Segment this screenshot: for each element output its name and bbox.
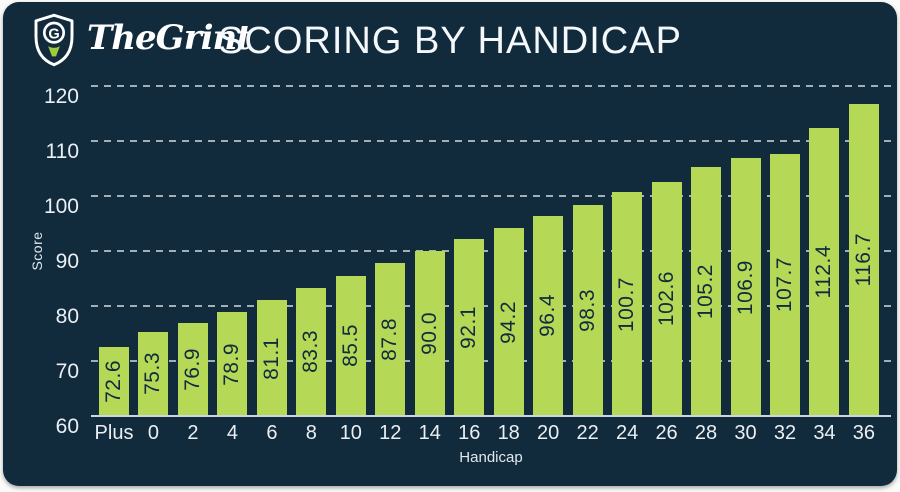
bar-16: 92.1 <box>454 239 485 416</box>
y-tick-60: 60 <box>55 415 79 438</box>
x-tick-12: 12 <box>379 422 402 444</box>
bar-series: 72.6 75.3 76.9 78.9 81.1 83.3 85.5 87.8 90.0 92.1… <box>99 86 879 416</box>
bar-0: 75.3 <box>138 331 169 416</box>
bar-12: 87.8 <box>375 263 406 416</box>
bar-value-label: 72.6 <box>102 359 125 403</box>
bar-value-label: 107.7 <box>772 257 796 313</box>
bar-value-label: 100.7 <box>615 276 639 332</box>
y-tick-80: 80 <box>55 305 79 329</box>
bar-6: 81.1 <box>256 299 287 416</box>
bar-36: 116.7 <box>848 104 879 416</box>
bar-value-label: 102.6 <box>654 271 678 327</box>
bar-8: 83.3 <box>296 287 327 416</box>
svg-text:G: G <box>48 26 59 42</box>
x-tick-6: 6 <box>266 422 278 444</box>
x-tick-28: 28 <box>694 422 718 444</box>
bar-value-label: 106.9 <box>733 259 757 315</box>
x-tick-22: 22 <box>576 422 599 444</box>
gridline-120 <box>91 85 891 87</box>
x-tick-4: 4 <box>226 422 238 444</box>
x-tick-34: 34 <box>813 422 836 444</box>
x-tick-10: 10 <box>339 422 362 444</box>
bar-value-label: 85.5 <box>338 324 362 368</box>
bar-28: 105.2 <box>691 167 722 416</box>
x-axis-line <box>91 415 891 417</box>
y-axis-ticks: 60 70 80 90 100 110 120 <box>3 85 79 438</box>
bar-value-label: 87.8 <box>378 318 402 361</box>
bar-value-label: 83.3 <box>299 330 323 374</box>
x-tick-30: 30 <box>734 422 757 444</box>
bar-22: 98.3 <box>572 205 603 416</box>
page-title: SCORING BY HANDICAP <box>218 20 682 62</box>
y-tick-110: 110 <box>45 140 79 163</box>
bar-30: 106.9 <box>730 158 761 416</box>
bar-value-label: 78.9 <box>220 342 244 386</box>
bar-value-label: 81.1 <box>259 336 283 380</box>
bar-26: 102.6 <box>651 181 682 416</box>
gridline-100 <box>91 195 891 198</box>
brand-logo: G TheGrint <box>31 13 252 67</box>
x-tick-18: 18 <box>497 422 520 444</box>
bar-value-label: 75.3 <box>141 352 165 396</box>
bar-Plus: 72.6 <box>99 346 129 416</box>
bar-32: 107.7 <box>769 153 800 416</box>
y-tick-120: 120 <box>43 85 79 108</box>
bar-4: 78.9 <box>217 312 248 416</box>
x-tick-32: 32 <box>773 422 797 444</box>
y-tick-100: 100 <box>43 195 79 219</box>
bar-value-label: 92.1 <box>457 306 481 350</box>
x-tick-26: 26 <box>655 422 678 444</box>
x-tick-Plus: Plus <box>94 422 134 444</box>
bar-34: 112.4 <box>809 127 840 416</box>
bar-value-label: 98.3 <box>575 289 599 333</box>
bar-value-label: 105.2 <box>694 264 718 320</box>
bar-2: 76.9 <box>177 323 208 416</box>
gridline-80 <box>91 305 891 308</box>
brand-name: TheGrint <box>87 18 252 58</box>
x-tick-8: 8 <box>305 422 317 444</box>
x-tick-16: 16 <box>458 422 481 444</box>
gridline-70 <box>91 360 891 363</box>
plot-area: 72.6 75.3 76.9 78.9 81.1 83.3 85.5 87.8 90.0 92.1… <box>91 85 891 417</box>
bar-value-label: 76.9 <box>180 348 204 391</box>
gridline-90 <box>91 250 891 252</box>
x-axis-ticks: Plus 0 2 4 6 8 10 12 14 16 18 20 22 24 26 28 30 32 34 36 <box>94 422 879 445</box>
bar-18: 94.2 <box>493 227 524 416</box>
x-tick-0: 0 <box>147 422 160 444</box>
chart-panel: G TheGrint SCORING BY HANDICAP Score 60 7… <box>3 2 897 486</box>
bar-14: 90.0 <box>414 251 445 416</box>
y-tick-70: 70 <box>55 360 79 384</box>
x-axis-label: Handicap <box>459 449 523 466</box>
bar-value-label: 112.4 <box>812 245 836 299</box>
bar-20: 96.4 <box>533 215 564 416</box>
x-tick-20: 20 <box>537 422 560 444</box>
bar-value-label: 96.4 <box>536 294 560 338</box>
bar-value-label: 116.7 <box>851 233 875 287</box>
bar-value-label: 90.0 <box>417 312 441 355</box>
bar-24: 100.7 <box>612 192 643 416</box>
x-tick-24: 24 <box>615 422 639 444</box>
x-tick-36: 36 <box>852 422 876 444</box>
gridline-110 <box>91 140 891 142</box>
y-tick-90: 90 <box>55 250 79 273</box>
x-tick-2: 2 <box>187 422 199 444</box>
shield-golf-tee-icon: G <box>34 13 74 67</box>
bar-10: 85.5 <box>335 275 366 416</box>
bar-value-label: 94.2 <box>496 300 520 344</box>
x-tick-14: 14 <box>418 422 441 444</box>
